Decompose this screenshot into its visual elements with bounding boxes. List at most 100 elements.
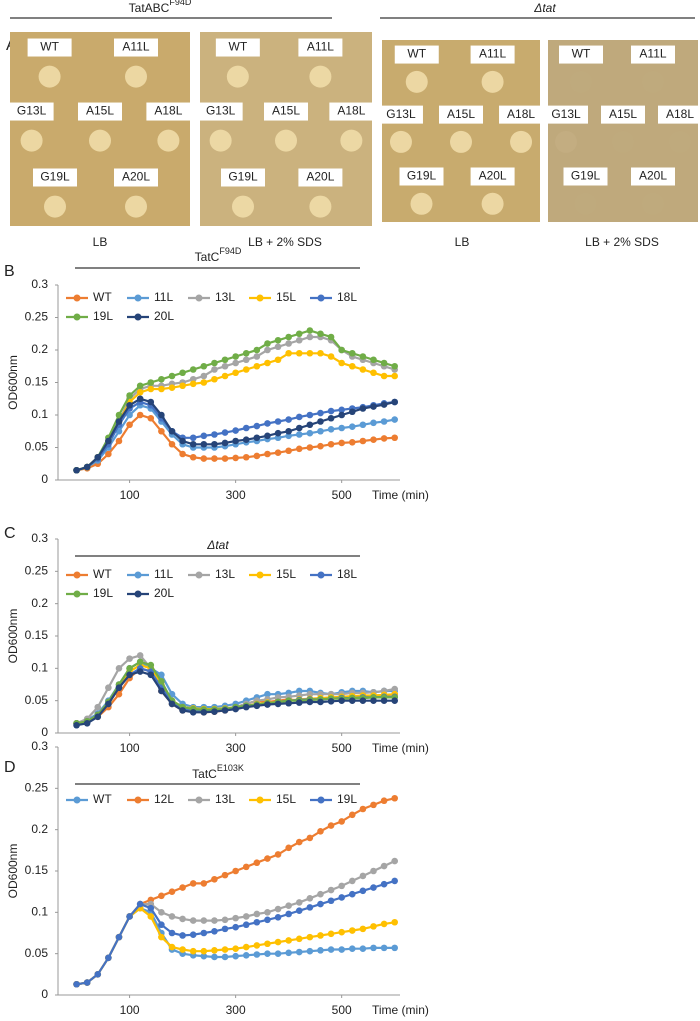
data-point bbox=[359, 887, 367, 895]
data-point bbox=[285, 699, 292, 707]
data-point bbox=[221, 455, 229, 462]
label-box bbox=[146, 102, 191, 121]
data-point bbox=[242, 349, 250, 357]
data-point bbox=[105, 954, 112, 962]
legend-label: 19L bbox=[93, 586, 113, 600]
data-point bbox=[264, 420, 271, 427]
data-point bbox=[158, 677, 165, 685]
data-point bbox=[105, 684, 112, 692]
data-point bbox=[158, 385, 165, 393]
data-point bbox=[147, 671, 155, 679]
data-point bbox=[232, 945, 239, 953]
y-axis-label: OD600nm bbox=[6, 355, 20, 410]
panel-title: TatABCF94D bbox=[129, 0, 192, 15]
label-box bbox=[544, 105, 588, 124]
data-point bbox=[126, 665, 133, 672]
data-point bbox=[264, 690, 271, 698]
x-tick-label: 100 bbox=[120, 488, 140, 502]
legend-label: 19L bbox=[93, 309, 113, 323]
data-point bbox=[264, 950, 271, 957]
y-tick-label: 0.2 bbox=[31, 596, 48, 610]
x-tick-label: 100 bbox=[120, 741, 140, 755]
data-point bbox=[380, 797, 388, 805]
y-tick-label: 0.25 bbox=[25, 310, 49, 324]
legend-label: 11L bbox=[154, 567, 173, 581]
data-point bbox=[211, 953, 218, 961]
data-point bbox=[179, 450, 186, 458]
data-point bbox=[317, 349, 324, 357]
label-box bbox=[631, 45, 675, 64]
data-point bbox=[348, 945, 356, 953]
data-point bbox=[295, 330, 303, 338]
data-point bbox=[253, 434, 261, 442]
data-point bbox=[285, 349, 292, 357]
data-point bbox=[391, 416, 398, 423]
data-point bbox=[295, 349, 303, 357]
panel-title: Δtat bbox=[533, 1, 556, 15]
colony bbox=[481, 70, 504, 93]
colony bbox=[89, 129, 111, 152]
label-box bbox=[215, 38, 260, 57]
data-point bbox=[285, 427, 292, 435]
data-point bbox=[136, 900, 144, 908]
plate bbox=[10, 32, 190, 226]
data-point bbox=[285, 416, 292, 423]
data-point bbox=[221, 946, 229, 953]
plate-label: A11L bbox=[307, 40, 334, 54]
data-point bbox=[189, 880, 197, 887]
data-point bbox=[73, 980, 80, 988]
data-point bbox=[285, 949, 292, 957]
data-point bbox=[168, 929, 176, 937]
data-point bbox=[327, 440, 335, 448]
data-point bbox=[338, 946, 345, 953]
data-point bbox=[370, 923, 377, 930]
data-point bbox=[391, 685, 398, 693]
data-point bbox=[179, 932, 186, 939]
data-point bbox=[317, 698, 324, 706]
data-point bbox=[158, 375, 165, 383]
label-box bbox=[394, 45, 439, 64]
data-point bbox=[253, 353, 261, 360]
data-point bbox=[306, 429, 314, 437]
data-point bbox=[168, 427, 176, 435]
label-box bbox=[658, 105, 700, 124]
colony bbox=[410, 192, 433, 215]
data-point bbox=[189, 434, 197, 442]
y-tick-label: 0.05 bbox=[25, 946, 49, 960]
legend-marker bbox=[317, 294, 325, 302]
data-point bbox=[274, 343, 282, 351]
data-point bbox=[306, 690, 314, 698]
data-point bbox=[370, 436, 377, 444]
data-point bbox=[348, 877, 356, 885]
colony bbox=[555, 130, 577, 153]
data-point bbox=[136, 658, 144, 666]
data-point bbox=[211, 708, 218, 715]
legend-marker bbox=[134, 571, 142, 579]
title-superscript: F94D bbox=[219, 246, 242, 256]
y-axis-label: OD600nm bbox=[6, 609, 20, 664]
data-point bbox=[370, 884, 377, 891]
data-point bbox=[306, 421, 314, 429]
data-point bbox=[189, 947, 197, 955]
data-point bbox=[359, 437, 367, 445]
data-point bbox=[83, 979, 91, 986]
data-point bbox=[295, 336, 303, 344]
label-box bbox=[439, 105, 483, 124]
data-point bbox=[264, 855, 271, 862]
data-point bbox=[317, 828, 324, 835]
y-tick-label: 0.1 bbox=[31, 407, 48, 421]
legend-marker bbox=[134, 796, 142, 804]
y-tick-label: 0.3 bbox=[31, 739, 48, 753]
data-point bbox=[94, 703, 102, 711]
data-point bbox=[391, 697, 398, 704]
data-point bbox=[221, 871, 229, 879]
data-point bbox=[189, 366, 197, 373]
data-point bbox=[242, 366, 250, 373]
data-point bbox=[306, 894, 314, 902]
data-point bbox=[147, 379, 155, 386]
data-point bbox=[232, 914, 239, 922]
colony bbox=[20, 129, 43, 152]
data-point bbox=[327, 946, 335, 953]
data-point bbox=[200, 379, 208, 386]
colony bbox=[340, 129, 363, 152]
